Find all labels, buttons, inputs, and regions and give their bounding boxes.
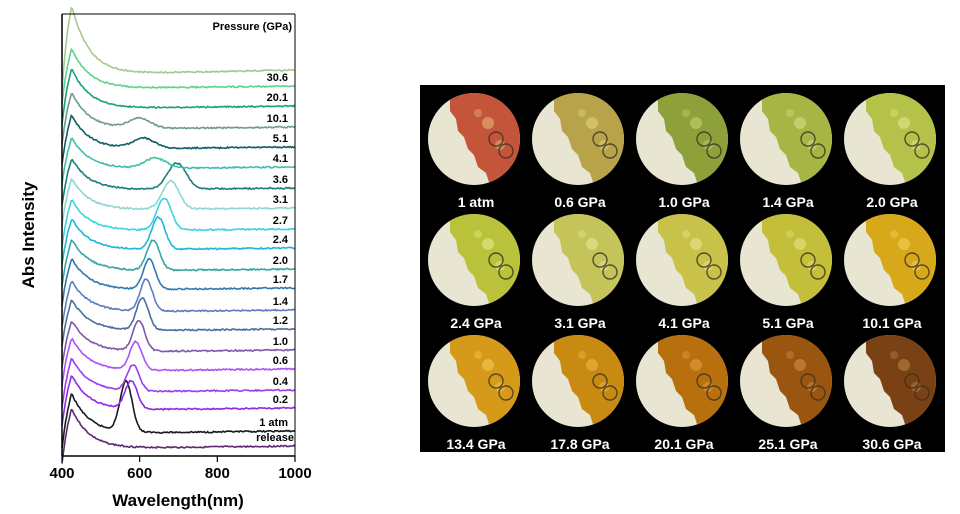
series-label: 20.1 [267, 92, 288, 104]
photo-cell: 25.1 GPa [736, 333, 840, 456]
photo-cell: 20.1 GPa [632, 333, 736, 456]
photo-caption: 13.4 GPa [424, 435, 528, 453]
spectrum-line [62, 139, 295, 185]
series-label: 3.6 [273, 174, 288, 186]
series-label: 0.2 [273, 394, 288, 406]
photo-caption: 30.6 GPa [840, 435, 944, 453]
spectrum-line [62, 199, 295, 247]
spectrum-line [62, 94, 295, 144]
photo-cell: 5.1 GPa [736, 212, 840, 335]
microscope-image [532, 93, 624, 185]
spectrum-line [62, 359, 295, 407]
photo-caption: 20.1 GPa [632, 435, 736, 453]
photo-cell: 30.6 GPa [840, 333, 944, 456]
microscope-image [844, 214, 936, 306]
microscope-image [636, 335, 728, 427]
microscope-image [740, 214, 832, 306]
series-label: 2.4 [273, 234, 289, 246]
spectrum-line [62, 240, 295, 286]
series-label: 30.6 [267, 72, 288, 84]
series-label: 3.1 [273, 194, 288, 206]
x-ticks: 400 600 800 1000 [49, 456, 311, 482]
spectrum-line [62, 321, 295, 368]
photo-cell: 3.1 GPa [528, 212, 632, 335]
microscope-image [532, 214, 624, 306]
absorption-spectra-chart: 400 600 800 1000 release 1 atm 0.2 0.4 0.6 1.0 1.… [0, 0, 400, 514]
photo-caption: 3.1 GPa [528, 314, 632, 332]
x-tick-label: 800 [205, 465, 230, 482]
series-label: 1.0 [273, 336, 288, 348]
y-axis-label: Abs Intensity [19, 181, 38, 288]
photo-cell: 4.1 GPa [632, 212, 736, 335]
legend-title: Pressure (GPa) [213, 21, 293, 33]
series-label: 1.2 [273, 315, 288, 327]
photo-cell: 10.1 GPa [840, 212, 944, 335]
microscope-image [428, 93, 520, 185]
x-tick-label: 600 [127, 465, 152, 482]
photo-cell: 1.4 GPa [736, 91, 840, 214]
spectrum-line [62, 259, 295, 306]
series-label: 1.4 [273, 296, 289, 308]
series-label: 4.1 [273, 153, 288, 165]
photo-caption: 2.0 GPa [840, 193, 944, 211]
microscope-image [428, 335, 520, 427]
series-label: 0.4 [273, 376, 289, 388]
spectrum-line [62, 279, 295, 326]
series-label: release [256, 432, 294, 444]
spectra-traces [62, 8, 295, 464]
series-label: 1 atm [259, 417, 288, 429]
microscope-image [636, 214, 728, 306]
photo-cell: 1 atm [424, 91, 528, 214]
photo-cell: 17.8 GPa [528, 333, 632, 456]
microscope-image [740, 335, 832, 427]
photo-caption: 1.4 GPa [736, 193, 840, 211]
series-label: 10.1 [267, 113, 288, 125]
spectrum-line [62, 116, 295, 165]
series-label: 1.7 [273, 274, 288, 286]
microscope-image [532, 335, 624, 427]
photo-caption: 25.1 GPa [736, 435, 840, 453]
spectrum-line [62, 339, 295, 386]
photo-caption: 5.1 GPa [736, 314, 840, 332]
microscope-image [844, 93, 936, 185]
photo-cell: 2.4 GPa [424, 212, 528, 335]
spectrum-line [62, 298, 295, 346]
x-tick-label: 1000 [278, 465, 311, 482]
photo-caption: 4.1 GPa [632, 314, 736, 332]
photo-caption: 2.4 GPa [424, 314, 528, 332]
microscope-image [844, 335, 936, 427]
photo-cell: 13.4 GPa [424, 333, 528, 456]
series-label: 2.7 [273, 215, 288, 227]
photo-cell: 2.0 GPa [840, 91, 944, 214]
series-label: 5.1 [273, 133, 288, 145]
photo-caption: 10.1 GPa [840, 314, 944, 332]
photo-caption: 1 atm [424, 193, 528, 211]
photo-caption: 0.6 GPa [528, 193, 632, 211]
series-label: 0.6 [273, 355, 288, 367]
microscope-photo-grid: 1 atm 0.6 GPa 1.0 GPa 1.4 GPa 2.0 GPa 2.4 GPa… [420, 85, 945, 452]
microscope-image [740, 93, 832, 185]
photo-caption: 17.8 GPa [528, 435, 632, 453]
microscope-image [428, 214, 520, 306]
spectrum-line [62, 179, 295, 225]
microscope-image [636, 93, 728, 185]
x-tick-label: 400 [49, 465, 74, 482]
photo-caption: 1.0 GPa [632, 193, 736, 211]
photo-cell: 1.0 GPa [632, 91, 736, 214]
x-axis-label: Wavelength(nm) [112, 491, 244, 510]
photo-cell: 0.6 GPa [528, 91, 632, 214]
series-label: 2.0 [273, 255, 288, 267]
